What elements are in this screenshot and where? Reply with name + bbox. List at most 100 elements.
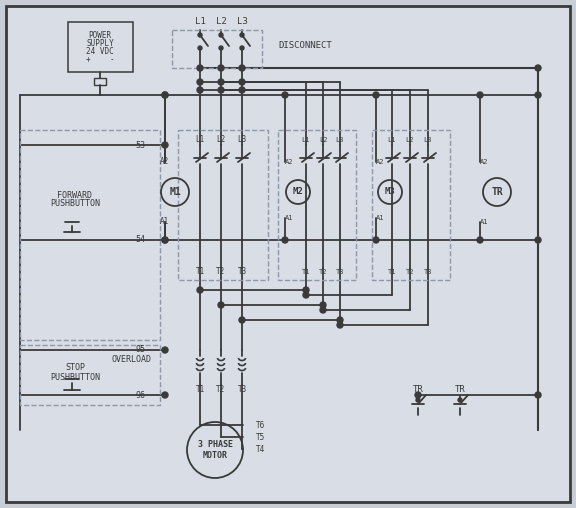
Circle shape — [535, 92, 541, 98]
Text: 3 PHASE
MOTOR: 3 PHASE MOTOR — [198, 440, 233, 460]
Text: A2: A2 — [285, 159, 294, 165]
Text: T3: T3 — [237, 268, 247, 276]
Text: TR: TR — [491, 187, 503, 197]
Circle shape — [162, 392, 168, 398]
Text: L1: L1 — [195, 136, 204, 144]
Text: 54: 54 — [135, 236, 145, 244]
Text: POWER: POWER — [89, 30, 112, 40]
Circle shape — [197, 287, 203, 293]
Text: +: + — [86, 55, 90, 65]
Text: A2: A2 — [376, 159, 385, 165]
Circle shape — [218, 302, 224, 308]
Circle shape — [197, 65, 203, 71]
Circle shape — [320, 302, 326, 308]
Circle shape — [477, 92, 483, 98]
Circle shape — [197, 79, 203, 85]
Text: L1: L1 — [195, 17, 206, 26]
Text: -: - — [109, 55, 114, 65]
Text: TR: TR — [454, 386, 465, 395]
Text: L1: L1 — [388, 137, 396, 143]
Text: L1: L1 — [302, 137, 310, 143]
Text: T3: T3 — [237, 386, 247, 395]
Bar — [372, 130, 450, 280]
Bar — [20, 345, 160, 405]
Text: M1: M1 — [169, 187, 181, 197]
Text: A1: A1 — [480, 219, 488, 225]
Text: A1: A1 — [376, 215, 385, 221]
Circle shape — [162, 142, 168, 148]
Circle shape — [239, 65, 245, 71]
Text: T6: T6 — [256, 421, 266, 429]
Circle shape — [337, 322, 343, 328]
Bar — [94, 78, 106, 85]
Circle shape — [198, 46, 202, 50]
Circle shape — [477, 237, 483, 243]
Text: T2: T2 — [217, 268, 226, 276]
Circle shape — [458, 398, 462, 402]
Text: OVERLOAD: OVERLOAD — [112, 356, 152, 365]
Circle shape — [373, 237, 379, 243]
Circle shape — [218, 79, 224, 85]
Circle shape — [240, 46, 244, 50]
Text: 53: 53 — [135, 141, 145, 149]
Circle shape — [415, 392, 421, 398]
Text: FORWARD: FORWARD — [58, 190, 93, 200]
Circle shape — [282, 237, 288, 243]
Circle shape — [373, 92, 379, 98]
Circle shape — [282, 92, 288, 98]
Text: T1: T1 — [388, 269, 396, 275]
Text: 95: 95 — [135, 345, 145, 355]
Text: PUSHBUTTON: PUSHBUTTON — [50, 373, 100, 383]
Circle shape — [219, 33, 223, 37]
Text: L2: L2 — [217, 136, 226, 144]
Text: M2: M2 — [293, 187, 304, 197]
Circle shape — [337, 317, 343, 323]
Bar — [68, 22, 133, 72]
Circle shape — [303, 292, 309, 298]
Text: PUSHBUTTON: PUSHBUTTON — [50, 200, 100, 208]
Text: T2: T2 — [319, 269, 327, 275]
Circle shape — [239, 317, 245, 323]
Text: A1: A1 — [160, 217, 169, 227]
Bar — [172, 30, 262, 68]
Text: TR: TR — [412, 386, 423, 395]
Bar — [178, 130, 268, 280]
Text: L3: L3 — [336, 137, 344, 143]
Text: L2: L2 — [319, 137, 327, 143]
Circle shape — [162, 237, 168, 243]
Circle shape — [240, 33, 244, 37]
Circle shape — [320, 307, 326, 313]
Circle shape — [535, 65, 541, 71]
Text: SUPPLY: SUPPLY — [86, 39, 114, 48]
Circle shape — [239, 87, 245, 93]
Text: A2: A2 — [160, 157, 169, 167]
Text: T1: T1 — [302, 269, 310, 275]
Circle shape — [218, 65, 224, 71]
Circle shape — [535, 237, 541, 243]
Text: T1: T1 — [195, 268, 204, 276]
Text: STOP: STOP — [65, 364, 85, 372]
Text: T4: T4 — [256, 444, 266, 454]
Circle shape — [162, 92, 168, 98]
Text: L3: L3 — [424, 137, 432, 143]
Text: DISCONNECT: DISCONNECT — [278, 42, 332, 50]
Text: T2: T2 — [217, 386, 226, 395]
Text: L3: L3 — [237, 17, 247, 26]
Circle shape — [239, 79, 245, 85]
Text: L2: L2 — [215, 17, 226, 26]
Text: A1: A1 — [285, 215, 294, 221]
Bar — [278, 130, 356, 280]
Text: T1: T1 — [195, 386, 204, 395]
Text: T3: T3 — [424, 269, 432, 275]
Circle shape — [162, 92, 168, 98]
Text: T2: T2 — [406, 269, 414, 275]
Circle shape — [416, 398, 420, 402]
Circle shape — [198, 33, 202, 37]
Circle shape — [162, 237, 168, 243]
Text: L3: L3 — [237, 136, 247, 144]
Circle shape — [303, 287, 309, 293]
Text: L2: L2 — [406, 137, 414, 143]
Text: M3: M3 — [385, 187, 395, 197]
Circle shape — [197, 87, 203, 93]
Text: T5: T5 — [256, 432, 266, 441]
